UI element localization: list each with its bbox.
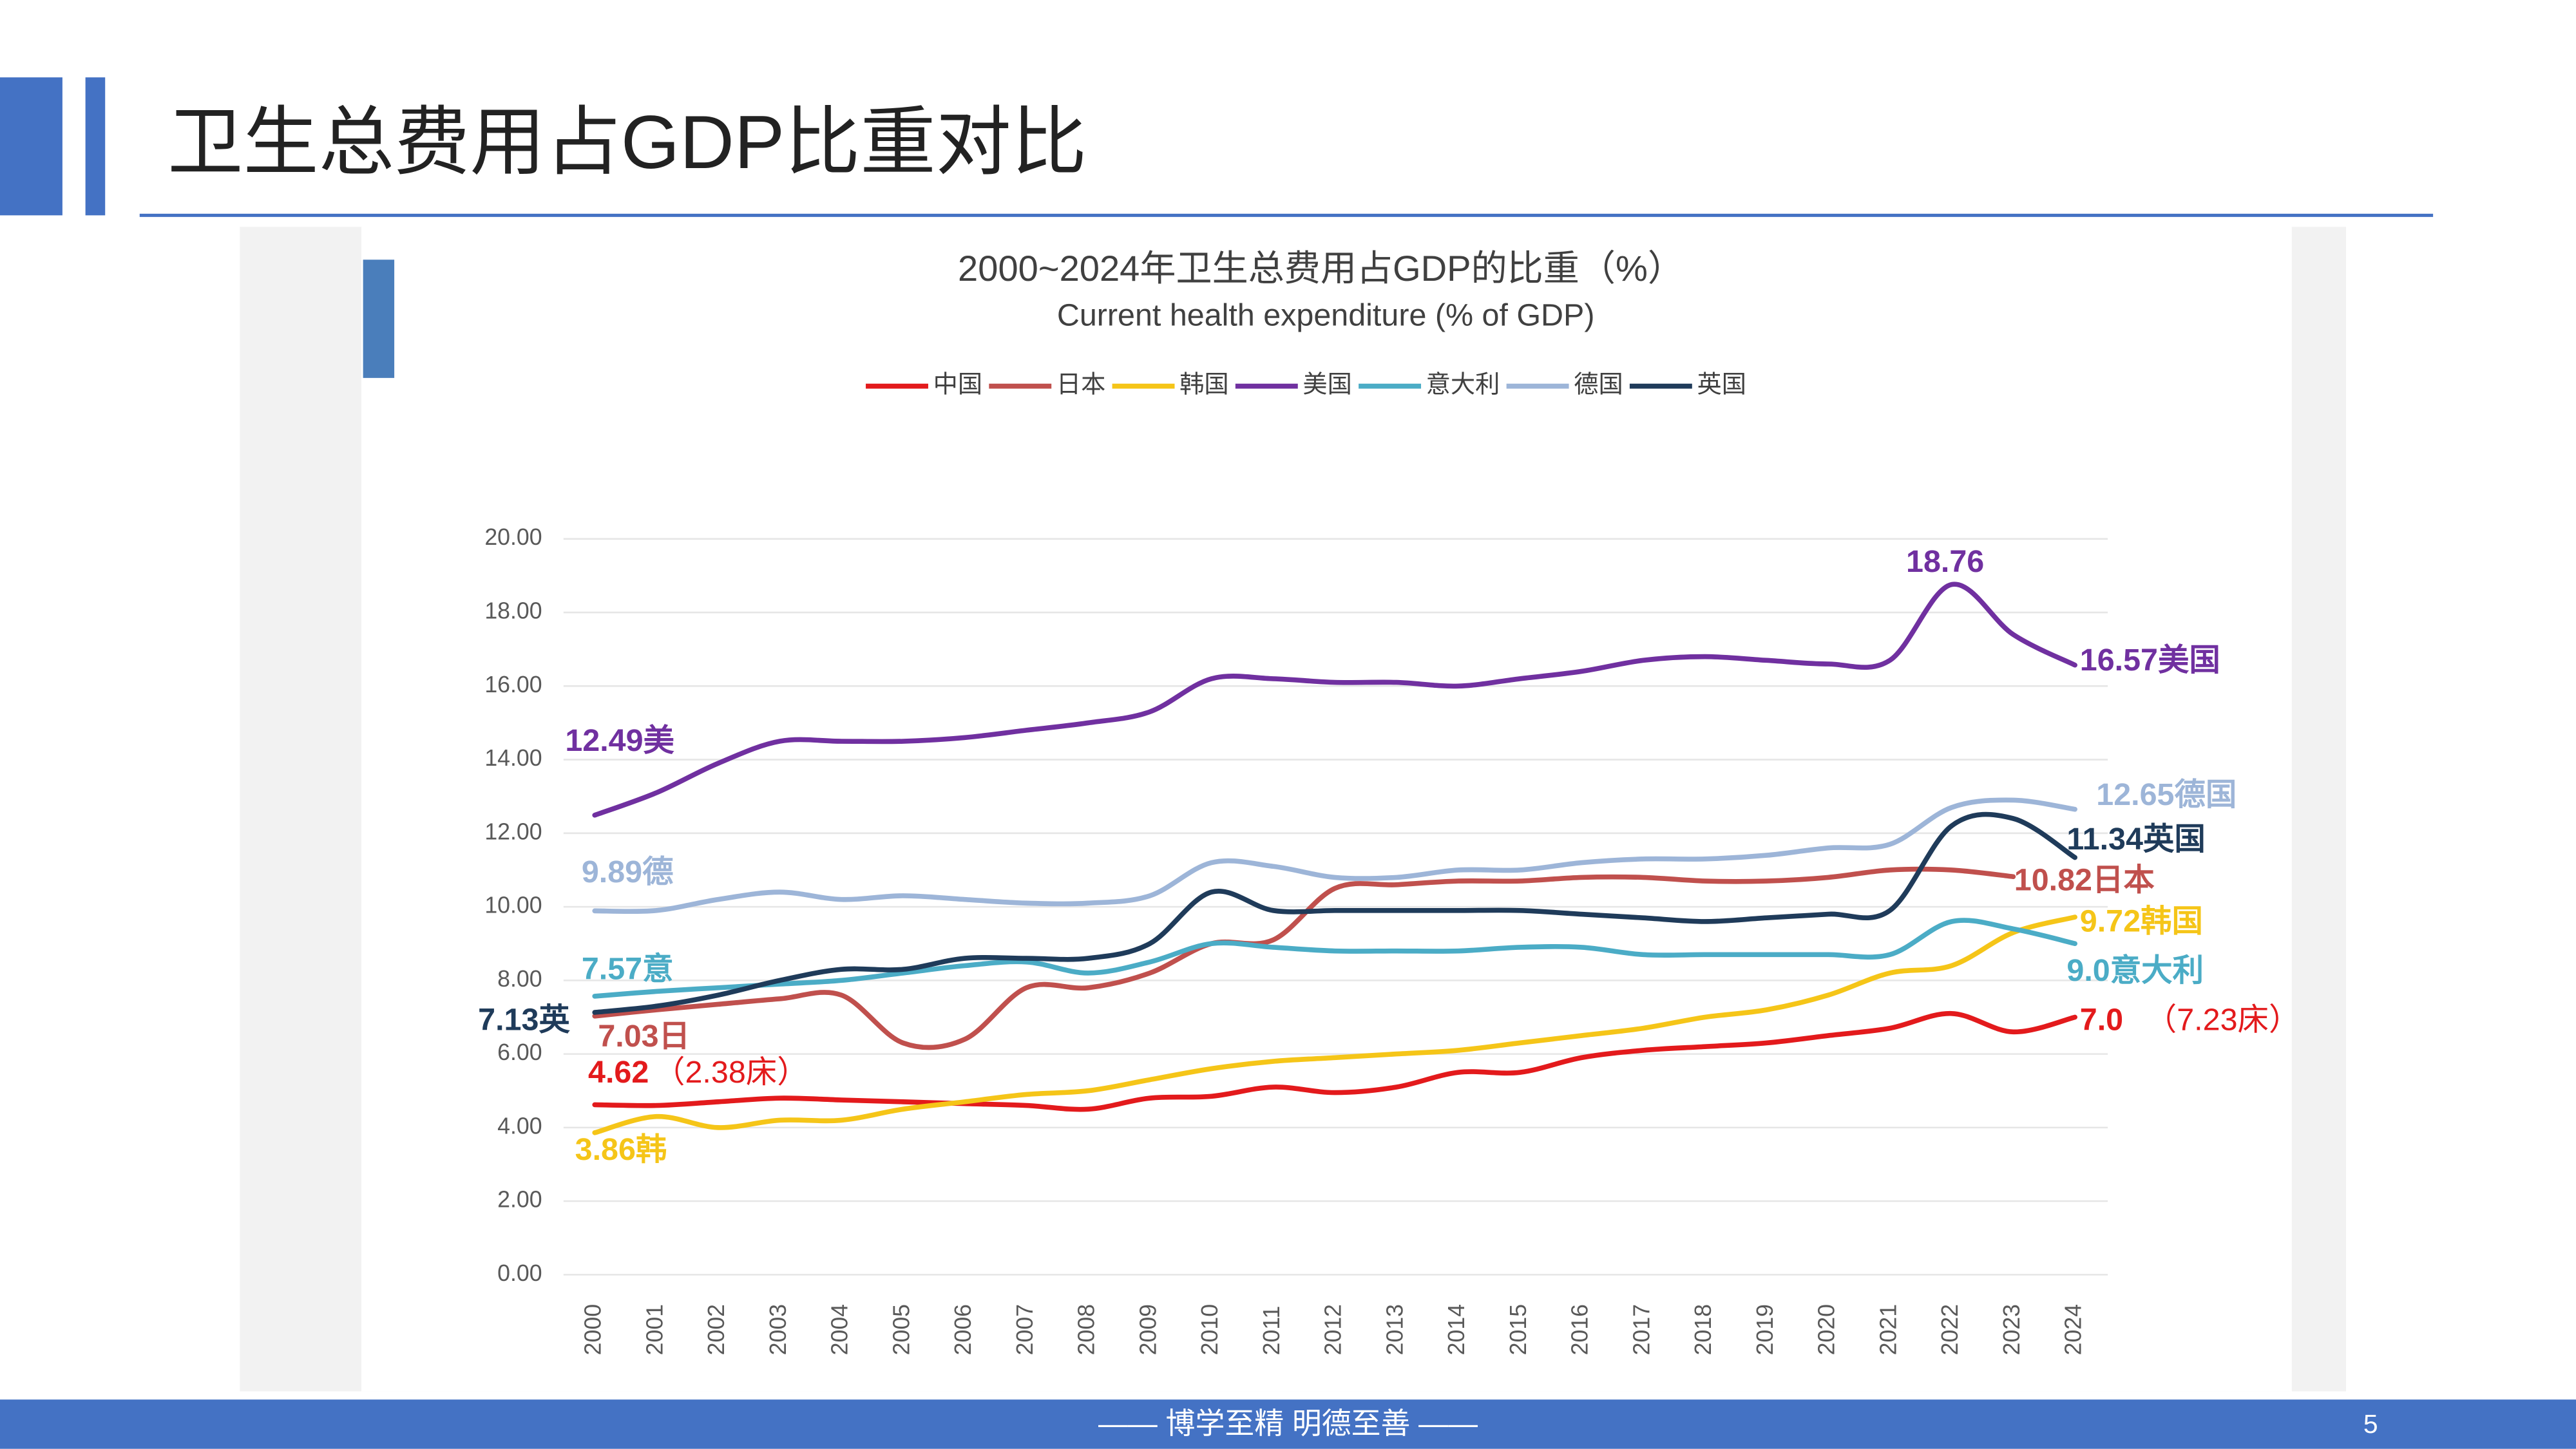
x-tick-label: 2018 (1690, 1304, 1716, 1355)
annotation: 4.62 (588, 1055, 649, 1090)
annotation: 9.0意大利 (2066, 953, 2204, 988)
footer-motto: —— 博学至精 明德至善 —— (1098, 1406, 1478, 1440)
series-line (592, 811, 2077, 1015)
x-tick-label: 2019 (1752, 1304, 1778, 1355)
legend-label: 美国 (1302, 371, 1352, 399)
chart-panel (361, 227, 2292, 1392)
x-tick-label: 2008 (1074, 1304, 1100, 1355)
x-tick-label: 2005 (888, 1304, 914, 1355)
footer-bar (0, 1399, 2576, 1449)
x-tick-label: 2020 (1814, 1304, 1840, 1355)
series-line (592, 582, 2077, 818)
annotation: 9.89德 (582, 855, 674, 889)
x-tick-label: 2011 (1259, 1306, 1284, 1356)
y-tick-label: 4.00 (497, 1113, 542, 1139)
annotation: （2.38床） (654, 1055, 808, 1090)
plot: 0.00 2.00 4.00 6.00 8.00 10.00 12.00 14.00 16.00… (478, 371, 2300, 1356)
x-tick-label: 2006 (950, 1304, 976, 1355)
accent-bar (0, 77, 62, 216)
x-tick-label: 2003 (765, 1304, 791, 1355)
series-line (592, 918, 2077, 999)
annotation: （7.23床） (2146, 1002, 2300, 1037)
y-tick-label: 0.00 (497, 1260, 542, 1286)
x-tick-label: 2001 (642, 1304, 667, 1355)
annotation: 3.86韩 (575, 1132, 667, 1167)
x-tick-label: 2000 (580, 1304, 606, 1355)
x-tick-label: 2022 (1937, 1304, 1963, 1355)
y-tick-label: 8.00 (497, 966, 542, 992)
page-number: 5 (2363, 1409, 2378, 1439)
x-tick-label: 2015 (1505, 1304, 1531, 1355)
y-tick-label: 16.00 (484, 672, 542, 697)
annotation: 10.82日本 (2014, 863, 2155, 898)
legend-label: 中国 (933, 371, 983, 399)
y-tick-label: 12.00 (484, 819, 542, 844)
annotation: 11.34英国 (2066, 822, 2205, 857)
y-tick-label: 10.00 (484, 893, 542, 918)
series-line (592, 1010, 2077, 1112)
x-tick-label: 2007 (1012, 1304, 1038, 1355)
x-tick-label: 2012 (1321, 1304, 1346, 1355)
series-line (592, 866, 2016, 1050)
series-line (592, 797, 2077, 914)
slide-title: 卫生总费用占GDP比重对比 (167, 100, 1087, 184)
accent-bar (85, 77, 106, 216)
annotation: 18.76 (1906, 544, 1984, 579)
x-tick-label: 2010 (1197, 1304, 1223, 1355)
annotation: 7.13英 (478, 1002, 570, 1037)
legend-label: 韩国 (1179, 371, 1229, 399)
y-tick-label: 18.00 (484, 598, 542, 624)
chart-subtitle: Current health expenditure (% of GDP) (1057, 298, 1595, 332)
x-tick-label: 2013 (1382, 1304, 1407, 1355)
x-tick-label: 2004 (827, 1304, 853, 1355)
annotation: 9.72韩国 (2080, 904, 2203, 938)
y-tick-label: 20.00 (484, 524, 542, 550)
x-tick-label: 2017 (1628, 1304, 1654, 1355)
x-tick-label: 2009 (1135, 1304, 1161, 1355)
y-tick-label: 14.00 (484, 745, 542, 771)
annotation: 12.65德国 (2096, 777, 2237, 812)
annotation: 7.03日 (598, 1019, 690, 1054)
legend-label: 英国 (1697, 371, 1746, 399)
y-tick-label: 2.00 (497, 1187, 542, 1213)
x-tick-label: 2016 (1567, 1304, 1593, 1355)
annotation: 16.57美国 (2080, 643, 2220, 677)
panel-tab (363, 260, 395, 378)
x-tick-label: 2023 (1999, 1304, 2025, 1355)
x-tick-label: 2002 (703, 1304, 729, 1355)
legend-label: 意大利 (1426, 371, 1500, 399)
annotation: 7.0 (2080, 1002, 2123, 1037)
chart-title: 2000~2024年卫生总费用占GDP的比重（%） (958, 248, 1684, 289)
y-tick-label: 6.00 (497, 1039, 542, 1065)
x-tick-label: 2021 (1875, 1304, 1901, 1355)
annotation: 12.49美 (565, 723, 674, 758)
series-line (592, 914, 2077, 1135)
legend-label: 日本 (1056, 371, 1106, 399)
annotation: 7.57意 (582, 951, 674, 986)
legend-label: 德国 (1574, 371, 1623, 399)
x-tick-label: 2014 (1444, 1304, 1469, 1355)
x-tick-label: 2024 (2061, 1304, 2086, 1355)
